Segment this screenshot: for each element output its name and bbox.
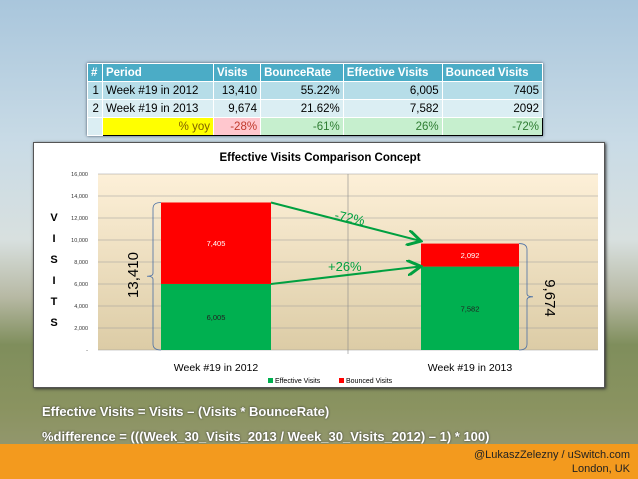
y-axis-label-letter: V (50, 212, 58, 224)
brace-2013 (518, 243, 534, 351)
brace-2012 (146, 202, 162, 351)
annotation-effective: +26% (328, 259, 362, 274)
table-header-row: # Period Visits BounceRate Effective Vis… (87, 63, 544, 82)
table-row: 2 Week #19 in 2013 9,674 21.62% 7,582 20… (87, 99, 544, 118)
y-axis-label-letter: I (52, 233, 55, 245)
y-tick-label: 12,000 (71, 216, 88, 222)
col-header: Visits (212, 63, 262, 82)
annotation-bounced: -72% (333, 207, 366, 228)
cell: 1 (87, 81, 103, 100)
bar-bounced-visits (421, 243, 519, 267)
footer-location: London, UK (571, 463, 630, 475)
cell: Week #19 in 2013 (101, 99, 215, 118)
col-header: Effective Visits (342, 63, 443, 82)
data-label: 2,092 (461, 251, 480, 260)
y-tick-label: 14,000 (71, 194, 88, 200)
cell: 6,005 (342, 81, 443, 100)
y-tick-label: 16,000 (71, 172, 88, 178)
cell (87, 117, 103, 136)
y-tick-label: 4,000 (74, 304, 88, 310)
col-header: # (87, 63, 103, 82)
yoy-bounce-rate: -61% (260, 117, 344, 136)
chart-container: Effective Visits Comparison Concept - 2,0… (33, 142, 605, 388)
footer-author: @LukaszZelezny / uSwitch.com (473, 449, 630, 461)
data-label: 7,405 (207, 239, 226, 248)
col-header: Bounced Visits (441, 63, 544, 82)
footer-bar: @LukaszZelezny / uSwitch.com London, UK (0, 444, 638, 479)
formula-percent-difference: %difference = (((Week_30_Visits_2013 / W… (42, 429, 490, 444)
total-2012: 13,410 (125, 252, 142, 298)
col-header: Period (101, 63, 215, 82)
cell: Week #19 in 2012 (101, 81, 215, 100)
chart-title: Effective Visits Comparison Concept (219, 152, 420, 164)
y-tick-label: 8,000 (74, 260, 88, 266)
y-tick-label: 10,000 (71, 238, 88, 244)
legend-swatch-bounced (339, 378, 344, 383)
y-axis-label-letter: S (50, 254, 57, 266)
y-axis-label-letter: I (52, 275, 55, 287)
cell: 21.62% (260, 99, 344, 118)
arrow-effective (270, 267, 419, 285)
legend-label: Effective Visits (275, 378, 321, 385)
y-tick-label: - (86, 348, 88, 354)
total-2013: 9,674 (541, 279, 558, 317)
y-tick-label: 6,000 (74, 282, 88, 288)
formula-effective-visits: Effective Visits = Visits – (Visits * Bo… (42, 404, 330, 419)
x-tick-label: Week #19 in 2012 (174, 362, 259, 374)
bar-effective-visits (421, 266, 519, 350)
arrow-bounced (270, 201, 419, 240)
legend-label: Bounced Visits (346, 378, 393, 385)
yoy-effective: 26% (342, 117, 443, 136)
yoy-row: % yoy -28% -61% 26% -72% (87, 117, 544, 136)
cell: 2092 (441, 99, 544, 118)
cell: 9,674 (212, 99, 262, 118)
cell: 13,410 (212, 81, 262, 100)
data-table: # Period Visits BounceRate Effective Vis… (87, 63, 544, 136)
bar-bounced-visits (161, 202, 271, 284)
cell: 55.22% (260, 81, 344, 100)
chart: Effective Visits Comparison Concept - 2,0… (50, 152, 598, 385)
col-header: BounceRate (260, 63, 344, 82)
legend-swatch-effective (268, 378, 273, 383)
cell: 7,582 (342, 99, 443, 118)
yoy-visits: -28% (212, 117, 262, 136)
cell: 2 (87, 99, 103, 118)
data-label: 6,005 (207, 313, 226, 322)
yoy-bounced: -72% (442, 117, 544, 136)
y-axis-label-letter: S (50, 317, 57, 329)
yoy-label: % yoy (101, 117, 214, 136)
y-tick-label: 2,000 (74, 326, 88, 332)
bar-effective-visits (161, 283, 271, 350)
data-label: 7,582 (461, 304, 480, 313)
table-row: 1 Week #19 in 2012 13,410 55.22% 6,005 7… (87, 81, 544, 100)
y-axis-label-letter: T (51, 296, 58, 308)
x-tick-label: Week #19 in 2013 (428, 362, 513, 374)
cell: 7405 (441, 81, 544, 100)
